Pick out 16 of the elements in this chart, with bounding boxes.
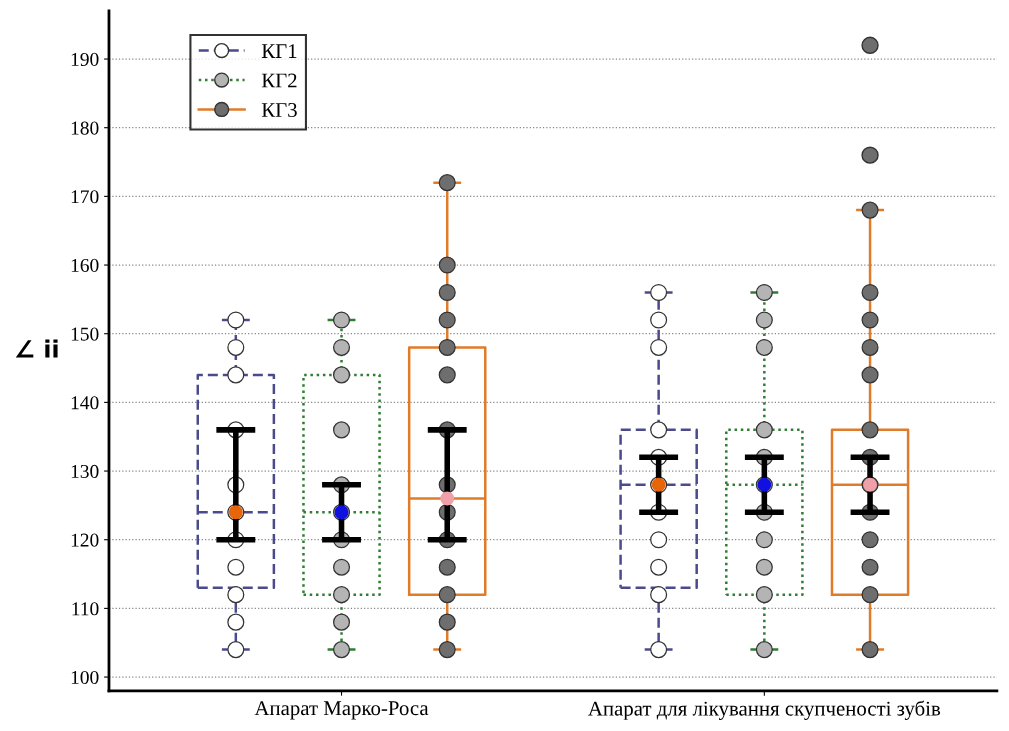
y-tick-label: 160: [71, 258, 99, 272]
x-tick-label: Апарат Марко-Роса: [254, 701, 429, 720]
y-tick-label: 150: [71, 327, 99, 341]
y-tick-label: 110: [72, 602, 99, 616]
y-tick-label: 100: [71, 670, 99, 684]
y-tick-label: 180: [71, 121, 99, 135]
legend-label: КГ3: [261, 102, 297, 117]
y-tick-label: 130: [71, 464, 99, 478]
y-tick-label: 140: [71, 396, 99, 410]
legend-label: КГ2: [261, 73, 297, 88]
y-tick-label: 120: [71, 533, 99, 547]
x-tick-label: Апарат для лікування скупченості зубів: [588, 700, 941, 720]
y-tick-label: 190: [71, 52, 99, 66]
legend-label: КГ1: [261, 44, 297, 58]
y-tick-label: 170: [71, 190, 99, 204]
y-axis-title: ∠ ii: [15, 339, 58, 358]
